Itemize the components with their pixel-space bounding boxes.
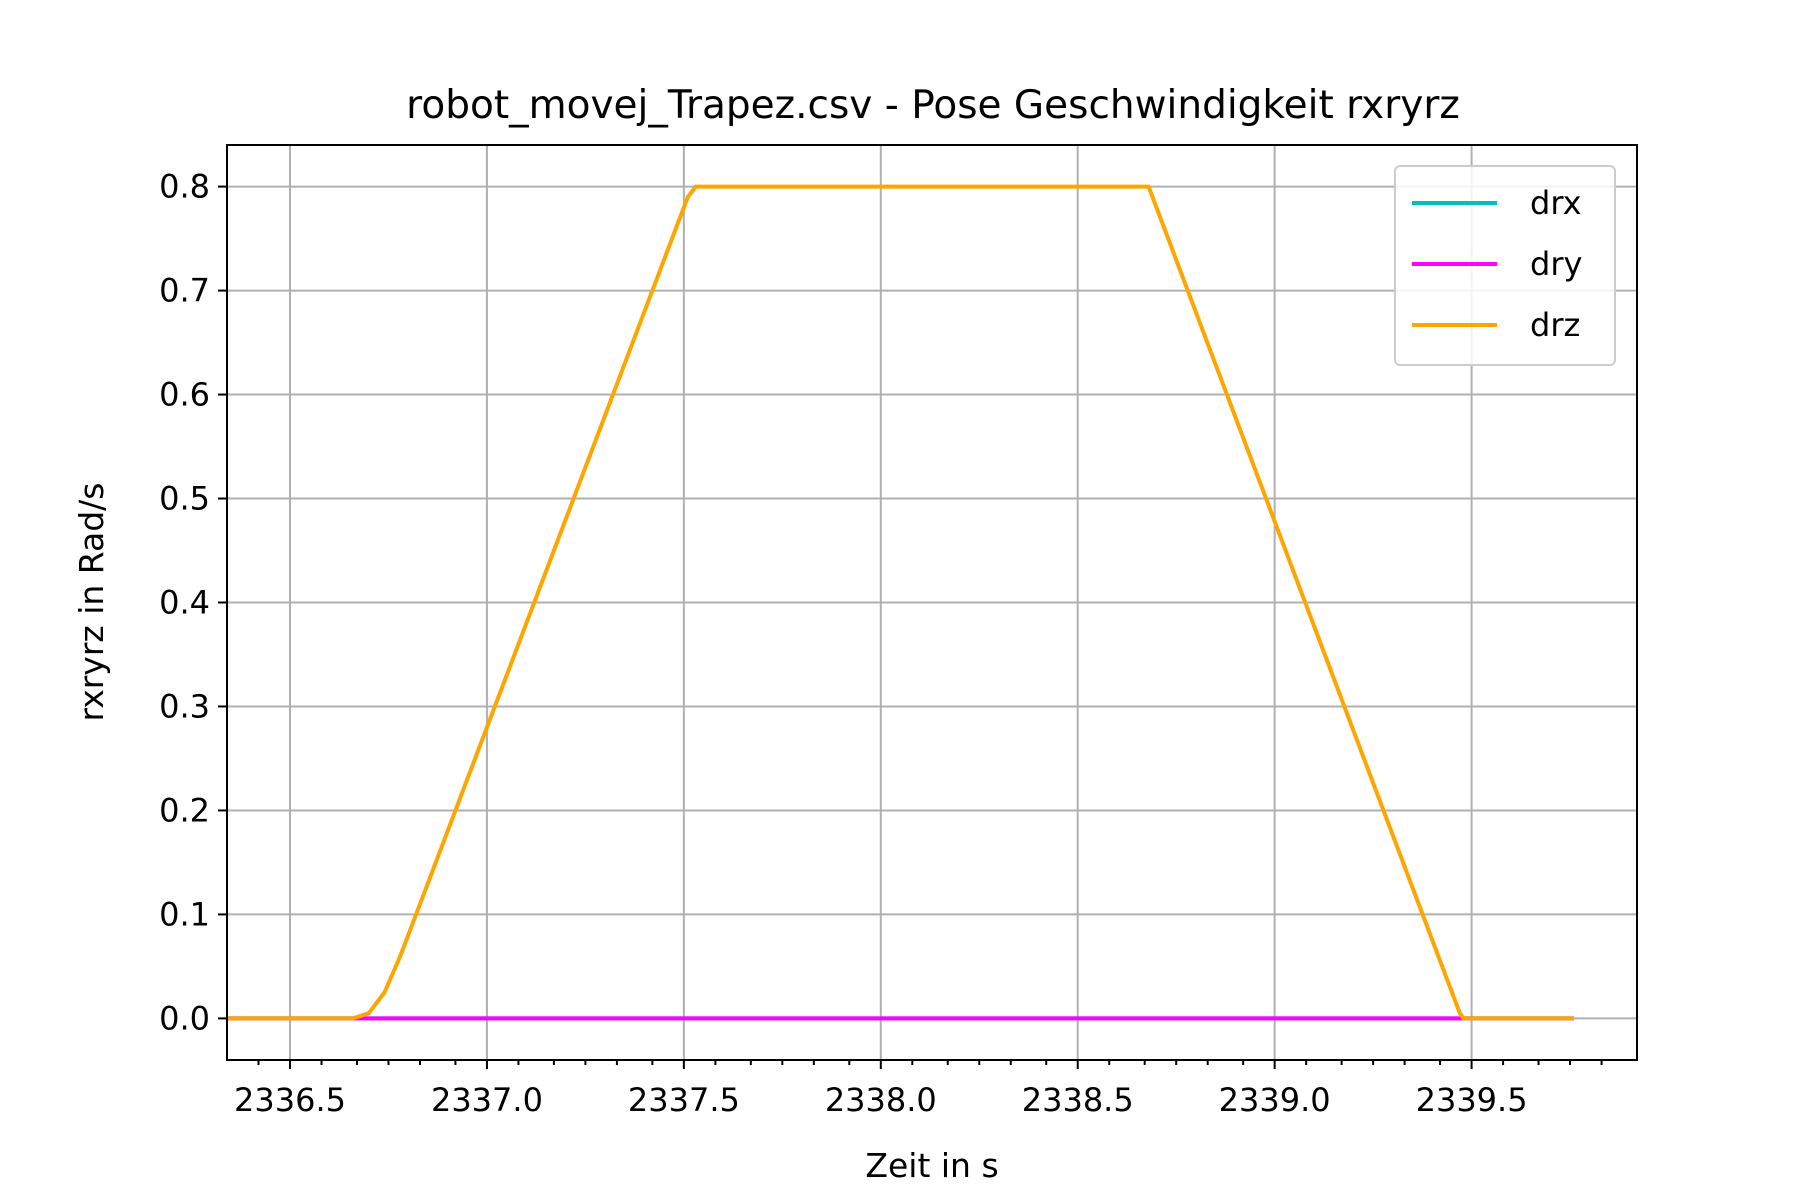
legend-label-dry: dry — [1530, 245, 1582, 283]
x-tick-label: 2338.0 — [825, 1081, 937, 1119]
y-tick-label: 0.5 — [159, 480, 210, 518]
x-tick-label: 2338.5 — [1022, 1081, 1134, 1119]
y-tick-label: 0.4 — [159, 584, 210, 622]
x-tick-label: 2336.5 — [234, 1081, 346, 1119]
x-tick-label: 2337.5 — [628, 1081, 740, 1119]
y-axis-label: rxryrz in Rad/s — [72, 483, 111, 722]
chart-title: robot_movej_Trapez.csv - Pose Geschwindi… — [406, 83, 1460, 128]
y-tick-label: 0.2 — [159, 791, 210, 829]
x-axis-label: Zeit in s — [865, 1146, 998, 1185]
y-tick-label: 0.0 — [159, 999, 210, 1037]
y-axis: 0.0 0.1 0.2 0.3 0.4 0.5 0.6 0.7 0.8 — [159, 168, 227, 1037]
series-lines — [227, 184, 1574, 1021]
x-tick-label: 2339.5 — [1416, 1081, 1528, 1119]
grid — [227, 145, 1637, 1060]
legend-label-drx: drx — [1530, 184, 1582, 222]
legend-box — [1394, 165, 1616, 366]
y-tick-label: 0.7 — [159, 272, 210, 310]
y-tick-label: 0.1 — [159, 895, 210, 933]
legend: drx dry drz — [1394, 165, 1616, 366]
series-line-drz — [227, 184, 1574, 1021]
y-tick-label: 0.8 — [159, 168, 210, 206]
y-tick-label: 0.3 — [159, 687, 210, 725]
legend-label-drz: drz — [1530, 306, 1580, 344]
x-axis: 2336.5 2337.0 2337.5 2338.0 2338.5 2339.0 2339… — [234, 1060, 1603, 1119]
x-tick-label: 2337.0 — [431, 1081, 543, 1119]
x-tick-label: 2339.0 — [1219, 1081, 1331, 1119]
y-tick-label: 0.6 — [159, 376, 210, 414]
